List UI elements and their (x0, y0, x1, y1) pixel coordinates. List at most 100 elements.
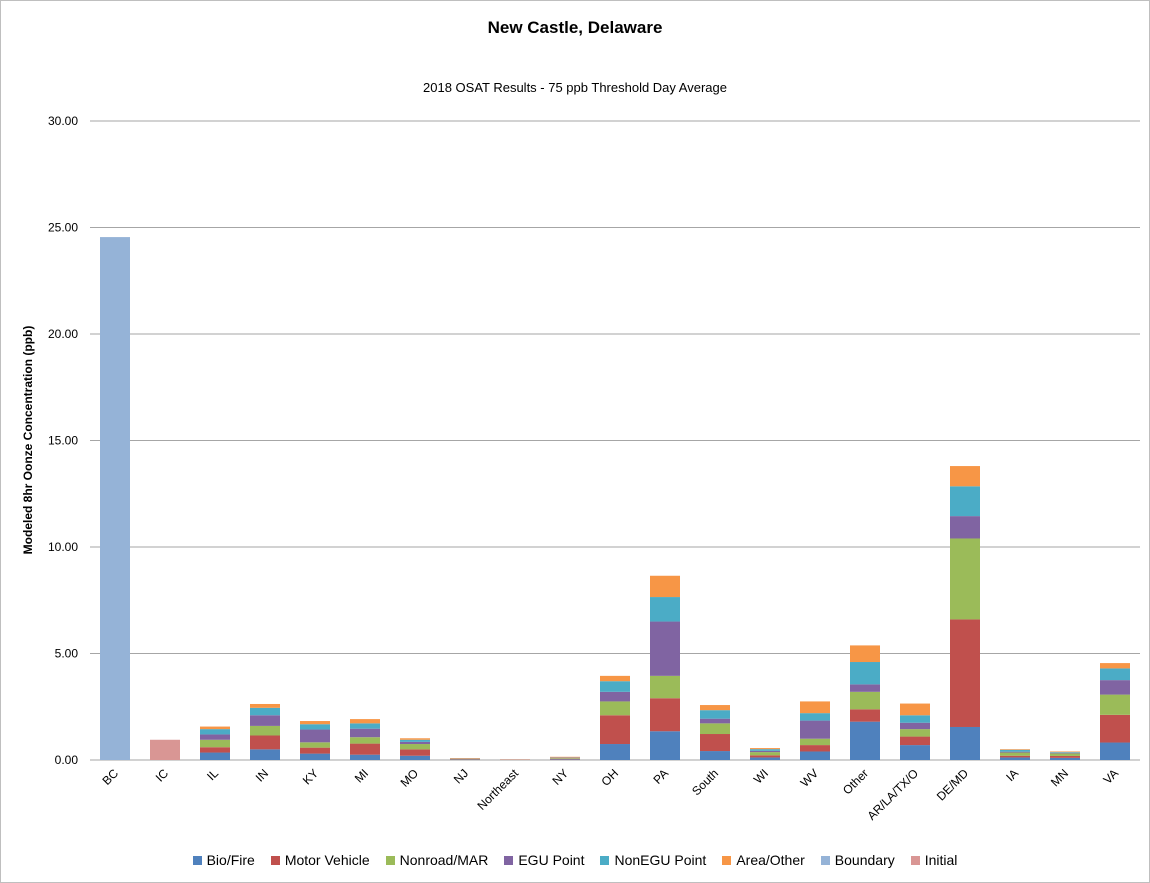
bar-segment (900, 729, 930, 737)
bar-segment (700, 751, 730, 760)
bar-segment (900, 745, 930, 760)
bar-segment (200, 739, 230, 748)
bar-segment (250, 703, 280, 708)
x-tick-label: Other (840, 766, 871, 797)
bar-segment (800, 745, 830, 752)
bar-segment (1100, 680, 1130, 695)
bar-segment (650, 731, 680, 760)
bar-segment (100, 237, 130, 760)
y-tick-label: 15.00 (48, 434, 78, 448)
bar-segment (250, 725, 280, 736)
y-tick-label: 5.00 (55, 647, 79, 661)
x-tick-label: IC (153, 766, 172, 785)
bar-segment (250, 707, 280, 716)
bar-segment (700, 723, 730, 735)
bar-segment (750, 750, 780, 753)
bar-segment (300, 742, 330, 748)
bar-segment (950, 619, 980, 727)
bar-segment (850, 709, 880, 722)
bar-segment (250, 715, 280, 726)
x-tick-label: South (689, 766, 721, 798)
x-tick-label: NJ (451, 766, 471, 786)
x-tick-label: IA (1003, 766, 1021, 784)
bar-segment (600, 681, 630, 692)
bar-segment (350, 754, 380, 760)
bar-segment (1100, 668, 1130, 681)
y-tick-label: 10.00 (48, 540, 78, 554)
chart-plot: 0.00 5.00 10.00 15.00 20.00 25.00 30.00 BC IC IL I… (48, 114, 1140, 823)
x-tick-label: AR/LA/TX/O (865, 766, 922, 823)
bar-segment (550, 759, 580, 760)
legend-label: Nonroad/MAR (399, 852, 489, 868)
x-tick-label: PA (651, 766, 672, 787)
bar-segment (900, 715, 930, 723)
x-tick-label: BC (99, 766, 121, 788)
bar-segment (350, 728, 380, 738)
chart-title: New Castle, Delaware (487, 18, 663, 37)
bar-segment (200, 726, 230, 730)
bar-segment (300, 753, 330, 760)
bar-segment (250, 735, 280, 750)
bar-segment (750, 757, 780, 760)
bar-segment (300, 724, 330, 730)
y-tick-label: 25.00 (48, 221, 78, 235)
bar-segment (950, 466, 980, 487)
bar-segment (1050, 752, 1080, 754)
legend-label: Initial (924, 852, 958, 868)
legend-swatch (270, 855, 280, 865)
legend-swatch (385, 855, 395, 865)
y-tick-label: 0.00 (55, 753, 79, 767)
legend-item: Nonroad/MAR (385, 852, 489, 868)
bar-segment (150, 739, 180, 760)
bar-segment (700, 718, 730, 724)
bar-segment (700, 705, 730, 711)
bar-segment (850, 684, 880, 692)
bar-segment (850, 691, 880, 710)
bar-segment (750, 752, 780, 756)
legend-swatch (504, 855, 514, 865)
legend-swatch (192, 855, 202, 865)
bar-segment (900, 736, 930, 746)
bar-segment (300, 729, 330, 743)
bar-segment (1100, 714, 1130, 743)
legend-item: NonEGU Point (600, 852, 706, 868)
legend-item: Area/Other (722, 852, 805, 868)
legend-label: Bio/Fire (206, 852, 255, 868)
bar-segment (800, 720, 830, 739)
bar-segment (900, 722, 930, 730)
x-tick-label: IL (204, 766, 221, 783)
bar-segment (1050, 757, 1080, 760)
bar-segment (600, 675, 630, 682)
bar-segment (750, 749, 780, 751)
bar-segment (1100, 742, 1130, 760)
bar-segment (600, 701, 630, 716)
legend-label: EGU Point (518, 852, 585, 868)
legend-swatch (910, 855, 920, 865)
bar-segment (950, 726, 980, 760)
bar-segment (800, 738, 830, 746)
x-tick-label: OH (598, 766, 621, 789)
legend-item: Initial (910, 852, 958, 868)
bar-segment (850, 721, 880, 760)
bar-segment (1050, 752, 1080, 753)
x-tick-label: NY (549, 766, 571, 788)
legend-swatch (820, 855, 830, 865)
bar-segment (650, 621, 680, 676)
x-tick-label: WV (798, 766, 822, 790)
legend-label: Boundary (834, 852, 895, 868)
bar-segment (700, 734, 730, 752)
x-tick-label: IN (253, 766, 271, 784)
legend-item: Boundary (820, 852, 895, 868)
bar-segment (900, 703, 930, 716)
bar-segment (1050, 755, 1080, 758)
bar-segment (300, 721, 330, 725)
bar-segment (1100, 694, 1130, 715)
legend-swatch (722, 855, 732, 865)
bar-segment (550, 756, 580, 758)
bar-segment (850, 662, 880, 685)
bar-segment (1050, 751, 1080, 753)
bar-segment (200, 734, 230, 740)
bar-segment (200, 729, 230, 735)
bar-segment (400, 749, 430, 756)
chart-subtitle: 2018 OSAT Results - 75 ppb Threshold Day… (423, 80, 727, 95)
